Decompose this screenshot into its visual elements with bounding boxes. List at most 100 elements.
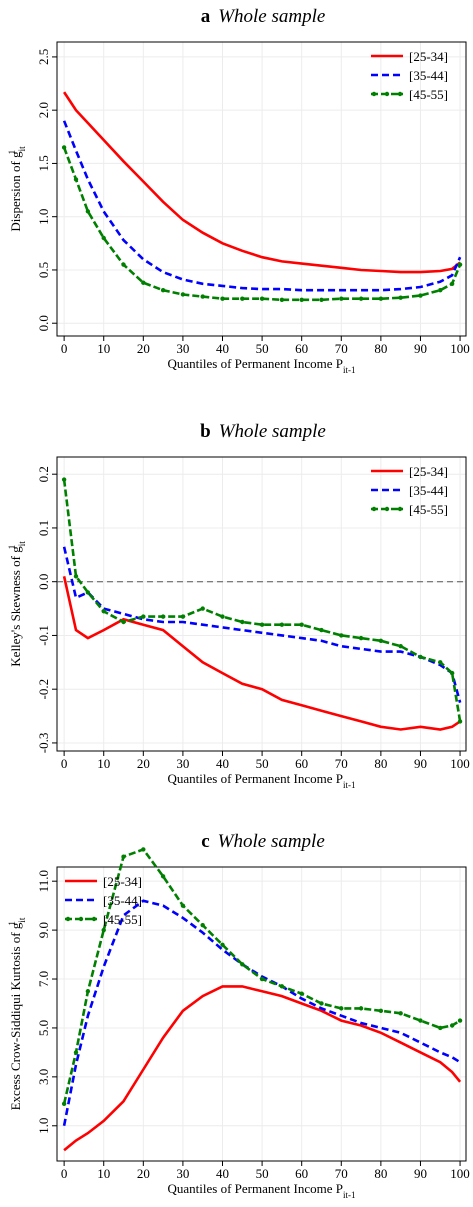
plot-frame: [56, 456, 467, 752]
x-tick-label: 90: [414, 1166, 427, 1181]
x-axis-label-sub: it-1: [343, 780, 356, 790]
legend-label: [25-34]: [103, 874, 142, 889]
data-point: [240, 296, 245, 301]
data-point: [85, 590, 91, 595]
data-point: [101, 235, 106, 241]
data-line: [62, 899, 461, 1127]
legend-label: [45-55]: [409, 502, 448, 517]
data-point: [141, 847, 146, 852]
data-point: [457, 262, 463, 267]
x-tick-label: 90: [414, 756, 427, 771]
y-axis-label: Dispersion of git1: [7, 146, 27, 232]
y-tick-label: 1.0: [36, 209, 51, 225]
y-tick-label: 0.0: [36, 315, 51, 331]
data-point: [160, 874, 166, 879]
data-point: [449, 1023, 455, 1028]
data-point: [61, 1101, 67, 1106]
data-point: [378, 638, 384, 644]
y-axis-label-sup: 1: [7, 150, 17, 155]
legend-marker: [78, 916, 84, 922]
x-tick-label: 20: [137, 1166, 150, 1181]
data-point: [398, 1011, 403, 1016]
x-tick-label: 30: [176, 1166, 189, 1181]
x-tick-label: 30: [176, 756, 189, 771]
data-point: [319, 297, 324, 302]
data-point: [200, 606, 205, 611]
panel-letter: a: [201, 6, 211, 27]
data-point: [319, 1001, 324, 1006]
y-tick-label: 9.0: [36, 922, 51, 938]
data-point: [457, 719, 463, 724]
data-point: [279, 622, 285, 627]
data-point: [299, 622, 304, 627]
x-tick-label: 20: [137, 341, 150, 356]
data-point: [61, 145, 67, 150]
x-tick-label: 40: [216, 756, 229, 771]
x-tick-label: 80: [374, 341, 387, 356]
panel: b Whole sample 0 10 20 30 40 50 60 70 80 90 100 -0.3 -…: [7, 421, 470, 790]
data-line: [62, 546, 462, 703]
data-point: [299, 991, 304, 996]
x-tick-label: 70: [335, 341, 348, 356]
y-tick-label: 0.0: [36, 574, 51, 590]
data-line: [62, 479, 462, 722]
data-point: [160, 614, 166, 619]
y-tick-label: -0.2: [36, 679, 51, 700]
data-line: [63, 91, 461, 274]
panel-title: c Whole sample: [201, 831, 325, 852]
x-tick-label: 100: [450, 341, 470, 356]
data-point: [418, 293, 423, 298]
x-tick-label: 100: [450, 1166, 470, 1181]
data-point: [200, 294, 205, 299]
data-point: [398, 295, 403, 300]
y-tick-label: 1.0: [36, 1118, 51, 1134]
data-point: [259, 622, 265, 627]
legend-marker: [371, 506, 377, 512]
x-tick-label: 60: [295, 1166, 308, 1181]
data-point: [101, 609, 106, 614]
y-tick-label: 2.0: [36, 102, 51, 118]
data-point: [358, 296, 364, 301]
data-line: [62, 576, 461, 731]
x-axis-label-main: Quantiles of Permanent Income P: [168, 771, 343, 786]
title-text: Whole sample: [218, 6, 325, 27]
data-point: [299, 297, 304, 302]
x-tick-label: 50: [256, 1166, 269, 1181]
x-axis-label: Quantiles of Permanent Income Pit-1: [168, 356, 356, 375]
data-point: [220, 942, 225, 947]
data-point: [398, 643, 403, 649]
data-point: [240, 619, 245, 625]
x-tick-label: 30: [176, 341, 189, 356]
x-tick-label: 20: [137, 756, 150, 771]
x-tick-label: 50: [256, 756, 269, 771]
data-point: [85, 209, 91, 214]
legend-marker: [65, 916, 71, 922]
legend-label: [25-34]: [409, 464, 448, 479]
y-axis-label-sub: it: [17, 917, 27, 923]
data-point: [259, 296, 265, 301]
data-point: [449, 670, 455, 676]
x-tick-label: 70: [335, 756, 348, 771]
x-axis-label: Quantiles of Permanent Income Pit-1: [168, 771, 356, 790]
legend-label: [45-55]: [103, 912, 142, 927]
y-tick-label: 1.5: [36, 155, 51, 171]
x-axis-label: Quantiles of Permanent Income Pit-1: [168, 1181, 356, 1200]
x-tick-label: 10: [97, 341, 110, 356]
panel-letter: b: [200, 421, 211, 442]
y-tick-label: 11.0: [36, 870, 51, 892]
data-point: [61, 477, 67, 482]
legend-marker: [397, 91, 403, 97]
data-line: [62, 120, 462, 292]
plot-frame: [56, 866, 467, 1162]
data-point: [220, 296, 225, 301]
x-tick-label: 100: [450, 756, 470, 771]
x-tick-label: 90: [414, 341, 427, 356]
y-tick-label: -0.1: [36, 625, 51, 646]
x-tick-label: 60: [295, 341, 308, 356]
x-axis-label-sub: it-1: [343, 365, 356, 375]
x-tick-label: 80: [374, 756, 387, 771]
data-point: [180, 292, 186, 297]
panel-title: a Whole sample: [201, 6, 326, 27]
x-tick-label: 60: [295, 756, 308, 771]
